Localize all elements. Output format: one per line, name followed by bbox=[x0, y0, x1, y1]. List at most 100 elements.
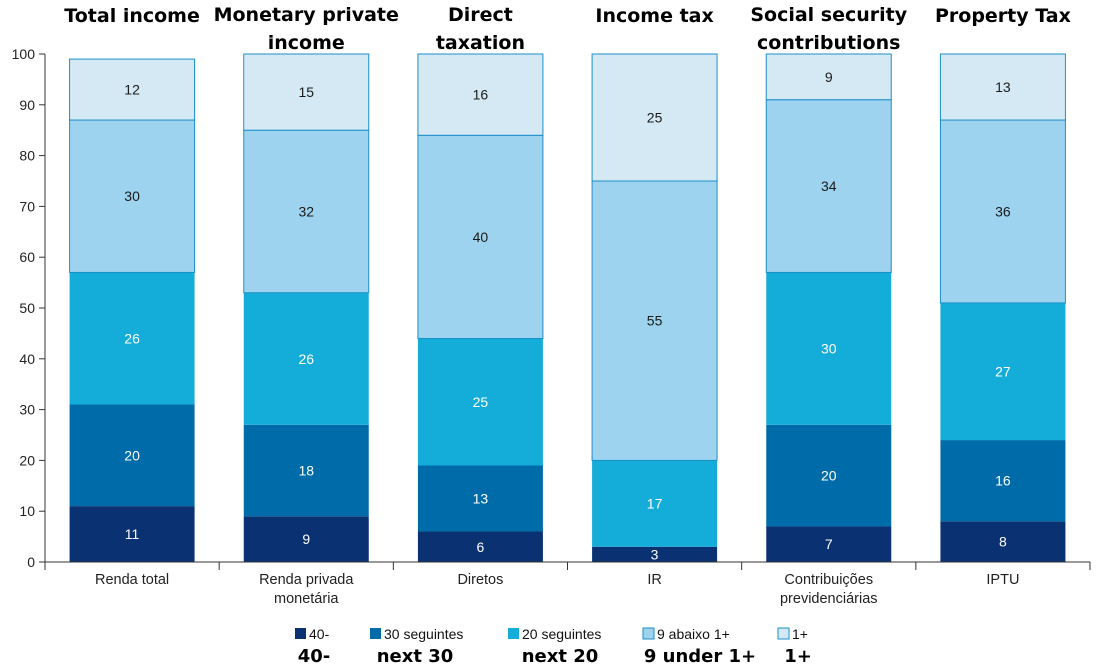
bar-segment bbox=[417, 531, 543, 562]
bar-segment bbox=[243, 129, 370, 294]
data-label: 27 bbox=[995, 364, 1011, 380]
bar-segment bbox=[243, 292, 369, 425]
y-tick-label: 20 bbox=[19, 452, 35, 468]
bar-segment bbox=[417, 465, 543, 532]
bar-segment bbox=[417, 338, 543, 466]
bar-segment bbox=[243, 53, 370, 131]
data-label: 13 bbox=[473, 491, 489, 507]
bar-segment bbox=[69, 272, 195, 405]
y-tick-label: 50 bbox=[19, 300, 35, 316]
legend-label: 9 abaixo 1+ bbox=[657, 626, 730, 642]
data-label: 34 bbox=[821, 178, 837, 194]
bar-segment bbox=[243, 424, 369, 517]
data-label: 32 bbox=[298, 203, 314, 219]
bar-segment bbox=[592, 546, 718, 562]
legend-english-label: next 30 bbox=[377, 646, 454, 667]
bar-segment bbox=[766, 424, 892, 527]
legend-swatch bbox=[642, 627, 655, 640]
data-label: 16 bbox=[995, 473, 1011, 489]
data-label: 26 bbox=[298, 351, 314, 367]
bar-segment bbox=[940, 302, 1066, 441]
data-label: 55 bbox=[647, 313, 663, 329]
data-label: 12 bbox=[124, 82, 140, 98]
data-label: 6 bbox=[477, 539, 485, 555]
bar-segment bbox=[69, 58, 196, 121]
category-label: IR bbox=[647, 572, 662, 588]
y-tick-label: 70 bbox=[19, 198, 35, 214]
data-label: 25 bbox=[647, 110, 663, 126]
legend-label: 1+ bbox=[792, 626, 808, 642]
english-titles: Total income Monetary private income Direct… bbox=[64, 4, 1071, 54]
bar-segment bbox=[592, 460, 718, 547]
bar-stack: 6 13 25 40 16 bbox=[417, 53, 544, 562]
bar-segment bbox=[766, 272, 892, 425]
bar-stack: 3 17 55 25 bbox=[591, 53, 718, 562]
bar-segment bbox=[417, 53, 544, 136]
legend-english-label: 9 under 1+ bbox=[644, 646, 756, 667]
y-tick-label: 30 bbox=[19, 402, 35, 418]
category-label: Contribuições bbox=[784, 572, 873, 588]
legend-swatch bbox=[777, 627, 790, 640]
legend: 40- 40- 30 seguintes next 30 20 seguintes nex… bbox=[295, 626, 812, 667]
data-label: 25 bbox=[473, 394, 489, 410]
bar-segment bbox=[766, 526, 892, 562]
bar-segment bbox=[243, 516, 369, 562]
data-label: 15 bbox=[298, 84, 314, 100]
legend-english-label: 1+ bbox=[784, 646, 812, 667]
y-tick-label: 80 bbox=[19, 148, 35, 164]
data-label: 9 bbox=[825, 69, 833, 85]
bar-segment bbox=[765, 99, 892, 273]
english-category-title: Total income bbox=[64, 5, 200, 27]
y-tick-label: 100 bbox=[12, 46, 36, 62]
category-label: Renda privada bbox=[259, 572, 354, 588]
legend-swatch bbox=[295, 628, 306, 639]
data-label: 9 bbox=[302, 531, 310, 547]
bar-segment bbox=[69, 119, 196, 273]
data-label: 8 bbox=[999, 534, 1007, 550]
data-label: 7 bbox=[825, 536, 833, 552]
bar-segment bbox=[591, 180, 718, 461]
english-category-title: Monetary private bbox=[214, 4, 399, 26]
data-label: 17 bbox=[647, 496, 663, 512]
bar-stack: 8 16 27 36 13 bbox=[939, 53, 1066, 562]
bars-area: 11 20 26 30 12 9 18 26 32 15 6 13 25 40 16 3 17 55 25 7 20 30… bbox=[69, 53, 1066, 562]
legend-english-label: next 20 bbox=[522, 646, 599, 667]
legend-swatch bbox=[370, 628, 381, 639]
legend-swatch bbox=[508, 628, 519, 639]
english-category-title: taxation bbox=[436, 32, 525, 54]
bar-segment bbox=[591, 53, 718, 182]
data-label: 30 bbox=[821, 341, 837, 357]
y-tick-label: 0 bbox=[27, 554, 35, 570]
bar-segment bbox=[939, 119, 1066, 304]
bar-segment bbox=[69, 506, 195, 562]
data-label: 3 bbox=[651, 546, 659, 562]
legend-english-label: 40- bbox=[298, 646, 331, 667]
category-label: IPTU bbox=[986, 572, 1019, 588]
category-label: Diretos bbox=[457, 572, 503, 588]
data-label: 13 bbox=[995, 79, 1011, 95]
data-label: 16 bbox=[473, 87, 489, 103]
english-category-title: income bbox=[268, 32, 345, 54]
english-category-title: Direct bbox=[448, 4, 513, 26]
legend-label: 20 seguintes bbox=[522, 626, 601, 642]
english-category-title: Income tax bbox=[595, 5, 713, 27]
category-label: previdenciárias bbox=[780, 591, 878, 607]
english-category-title: Property Tax bbox=[935, 5, 1071, 27]
legend-label: 40- bbox=[309, 626, 330, 642]
data-label: 36 bbox=[995, 203, 1011, 219]
y-tick-label: 10 bbox=[19, 503, 35, 519]
y-tick-label: 90 bbox=[19, 97, 35, 113]
category-label: Renda total bbox=[95, 572, 169, 588]
english-category-title: Social security bbox=[750, 4, 907, 26]
bar-segment bbox=[939, 53, 1066, 121]
bar-segment bbox=[69, 404, 195, 507]
y-axis: 0 10 20 30 40 50 60 70 80 90 100 bbox=[12, 46, 46, 570]
bar-stack: 7 20 30 34 9 bbox=[765, 53, 892, 562]
y-tick-label: 60 bbox=[19, 249, 35, 265]
category-label: monetária bbox=[274, 591, 339, 607]
english-category-title: contributions bbox=[757, 32, 900, 54]
data-label: 20 bbox=[124, 447, 140, 463]
bar-segment bbox=[765, 53, 892, 101]
legend-label: 30 seguintes bbox=[384, 626, 463, 642]
